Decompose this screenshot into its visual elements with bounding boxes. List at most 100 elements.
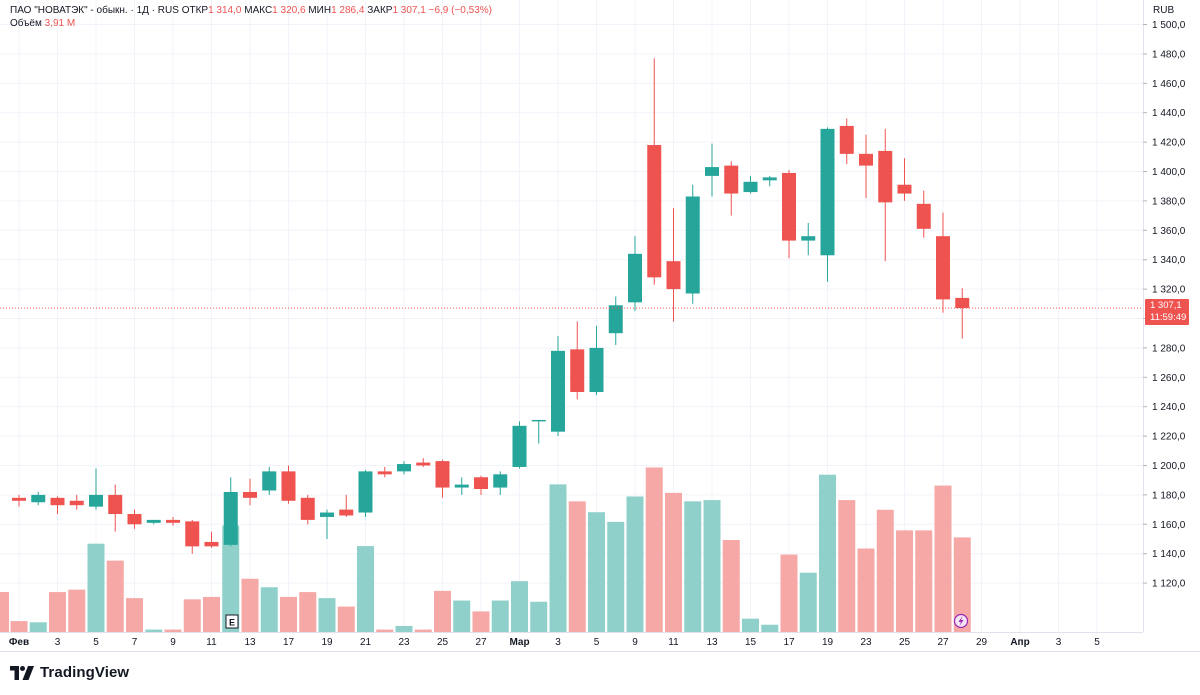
currency-label[interactable]: RUB bbox=[1153, 5, 1175, 16]
volume-value: 3,91 M bbox=[44, 18, 76, 29]
low-value: 1 286,4 bbox=[331, 5, 365, 16]
symbol-title[interactable]: ПАО "НОВАТЭК" - обыкн. · 1Д · RUS bbox=[10, 5, 179, 16]
time-tick-label: 13 bbox=[706, 637, 718, 648]
candle-body bbox=[570, 349, 585, 392]
candle-body bbox=[955, 297, 970, 309]
candle-body bbox=[89, 494, 103, 507]
candle-body bbox=[628, 253, 642, 303]
open-label: ОТКР bbox=[181, 5, 209, 16]
candle-body bbox=[724, 165, 739, 194]
volume-bar bbox=[761, 624, 779, 632]
volume-bar bbox=[49, 592, 66, 632]
time-tick-label: 21 bbox=[360, 637, 372, 648]
footer: TradingView bbox=[10, 664, 129, 681]
ohlc-row: ПАО "НОВАТЭК" - обыкн. · 1Д · RUS ОТКР 1 … bbox=[10, 4, 492, 17]
price-tick-label: 1 320,0 bbox=[1152, 285, 1186, 296]
candle-body bbox=[801, 236, 816, 241]
time-tick-label: 15 bbox=[745, 637, 757, 648]
time-tick-label: Фев bbox=[9, 637, 29, 648]
brand-name[interactable]: TradingView bbox=[40, 664, 130, 681]
candle-body bbox=[551, 350, 565, 432]
price-tick-label: 1 260,0 bbox=[1152, 373, 1186, 384]
candle-body bbox=[782, 172, 796, 241]
time-tick-label: 29 bbox=[976, 637, 988, 648]
volume-bar bbox=[780, 554, 798, 632]
volume-bar bbox=[260, 587, 278, 632]
time-tick-label: 19 bbox=[321, 637, 333, 648]
volume-bar bbox=[10, 621, 28, 632]
time-tick-label: 23 bbox=[398, 637, 410, 648]
time-tick-label: 17 bbox=[283, 637, 295, 648]
price-tick-label: 1 500,0 bbox=[1152, 20, 1186, 31]
volume-bar bbox=[357, 546, 374, 632]
candle-body bbox=[608, 305, 623, 334]
volume-bar bbox=[318, 598, 336, 632]
time-tick-label: 27 bbox=[937, 637, 949, 648]
volume-bar bbox=[183, 599, 201, 632]
candle-body bbox=[377, 471, 392, 475]
candle-body bbox=[243, 491, 257, 498]
price-tick-label: 1 120,0 bbox=[1152, 579, 1186, 590]
lightning-icon[interactable] bbox=[953, 613, 969, 629]
volume-bar bbox=[588, 512, 605, 632]
time-tick-label: 13 bbox=[244, 637, 256, 648]
price-tick-label: 1 140,0 bbox=[1152, 549, 1186, 560]
time-tick-label: Апр bbox=[1010, 637, 1029, 648]
price-tick-label: 1 400,0 bbox=[1152, 167, 1186, 178]
time-axis[interactable]: Фев 3 5 7 9 11 13 17 19 21 23 25 27 Мар 3 5 9 11 13 15 17 19 2… bbox=[9, 637, 1100, 648]
volume-bar bbox=[684, 501, 702, 632]
volume-bar bbox=[530, 601, 548, 632]
price-tick-label: 1 420,0 bbox=[1152, 138, 1186, 149]
candle-body bbox=[859, 153, 873, 166]
volume-bar bbox=[722, 540, 740, 632]
candle-body bbox=[531, 419, 546, 422]
time-tick-label: 5 bbox=[594, 637, 600, 648]
volume-bar bbox=[607, 521, 625, 632]
volume-bar bbox=[337, 606, 355, 632]
volume-bar bbox=[491, 600, 509, 632]
time-tick-label: 19 bbox=[822, 637, 834, 648]
price-tick-label: 1 460,0 bbox=[1152, 79, 1186, 90]
tradingview-logo-icon[interactable] bbox=[10, 665, 34, 680]
volume-bar bbox=[87, 543, 105, 632]
candle-body bbox=[416, 462, 431, 466]
time-tick-label: 27 bbox=[475, 637, 487, 648]
candle-body bbox=[435, 461, 450, 488]
volume-bar bbox=[203, 596, 220, 632]
candle-body bbox=[897, 184, 912, 194]
candle-body bbox=[936, 236, 950, 300]
volume-bar bbox=[68, 589, 86, 632]
volume-bar bbox=[434, 590, 451, 632]
candle-body bbox=[397, 464, 411, 472]
candle-body bbox=[223, 491, 238, 545]
time-tick-label: 11 bbox=[206, 637, 217, 648]
candle-body bbox=[69, 500, 84, 506]
time-tick-label: 23 bbox=[860, 637, 872, 648]
candle-body bbox=[454, 484, 469, 488]
volume-bar bbox=[126, 598, 143, 632]
time-tick-label: 3 bbox=[1056, 637, 1062, 648]
close-label: ЗАКР bbox=[367, 5, 393, 16]
volume-bar bbox=[568, 501, 586, 632]
candle-body bbox=[493, 474, 508, 488]
candle-body bbox=[31, 494, 46, 503]
volume-label[interactable]: Объём bbox=[10, 18, 42, 29]
price-candles bbox=[12, 58, 970, 554]
price-tick-label: 1 360,0 bbox=[1152, 226, 1186, 237]
volume-bars bbox=[0, 467, 971, 632]
candle-body bbox=[320, 512, 334, 517]
volume-bar bbox=[145, 629, 163, 632]
candle-body bbox=[685, 196, 700, 294]
earnings-marker[interactable]: E bbox=[225, 614, 239, 629]
volume-bar bbox=[645, 467, 663, 632]
volume-bar bbox=[106, 560, 124, 632]
price-tick-label: 1 180,0 bbox=[1152, 490, 1186, 501]
volume-bar bbox=[472, 611, 490, 632]
candle-body bbox=[878, 150, 893, 203]
price-tick-label: 1 220,0 bbox=[1152, 432, 1186, 443]
volume-bar bbox=[742, 618, 759, 632]
volume-bar-partial bbox=[0, 592, 9, 632]
volume-bar bbox=[934, 485, 952, 632]
volume-bar bbox=[395, 625, 413, 632]
